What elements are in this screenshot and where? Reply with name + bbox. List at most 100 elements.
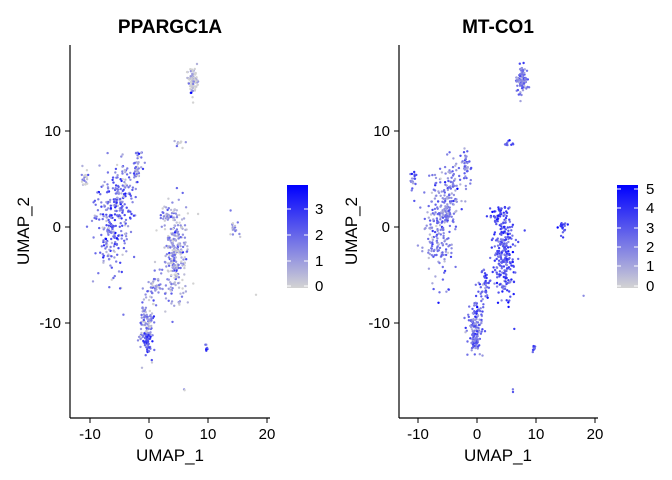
data-point [167,207,170,210]
data-point [254,293,258,296]
data-point [477,323,481,327]
data-point [143,316,146,319]
data-point [560,222,563,225]
data-point [522,61,525,65]
data-point [96,209,100,212]
data-point [511,234,514,237]
data-point [448,206,451,209]
data-point [183,224,187,227]
data-point [148,337,152,340]
data-point [525,69,529,73]
data-point [435,240,439,243]
data-point [486,296,489,299]
data-point [135,172,138,176]
data-point [475,330,479,333]
data-point [448,215,451,218]
data-point [483,276,487,279]
data-point [238,232,241,236]
data-point [507,305,510,309]
data-point [433,254,436,257]
data-point [500,207,503,210]
data-point [126,225,130,228]
data-point [479,292,482,295]
data-point [436,219,439,222]
data-point [105,216,109,219]
data-point [107,226,110,230]
data-point [105,191,109,194]
data-point [141,334,145,337]
data-point [174,260,178,263]
data-point [428,219,432,222]
y-ticks: 10 0 -10 [368,123,399,332]
data-point [137,335,141,339]
data-point [122,195,126,198]
data-point [510,264,513,267]
data-point [508,261,511,264]
data-point [98,226,101,230]
data-point [563,224,566,228]
data-point [563,229,566,232]
data-point [152,280,155,283]
data-point [119,197,122,201]
data-point [95,215,98,218]
data-point [91,280,95,283]
data-point [170,262,173,265]
data-point [444,250,448,253]
data-point [104,247,107,250]
data-point [134,152,138,155]
data-point [178,243,182,246]
data-point [473,340,476,343]
data-point [116,214,119,217]
x-tick-label: 0 [473,426,481,443]
data-point [508,232,512,235]
data-point [204,343,207,346]
data-point [105,240,108,243]
data-point [110,224,113,227]
data-point [175,228,179,231]
data-point [498,275,501,278]
data-point [480,295,483,298]
data-point [496,217,500,220]
data-point [179,266,182,270]
data-point [437,232,440,235]
data-point [441,278,445,281]
data-point [511,388,515,391]
data-point [455,198,458,201]
data-point [489,256,492,260]
data-point [151,334,154,337]
data-point [476,347,479,350]
data-point [121,224,124,227]
data-point [505,273,508,276]
data-point [167,262,170,265]
data-point [465,155,468,158]
data-point [192,282,195,285]
data-point [480,330,483,333]
data-point [184,290,188,293]
data-point [177,198,180,201]
data-point [516,88,520,92]
data-point [171,320,174,324]
data-point [108,221,112,224]
data-point [485,215,489,218]
data-point [459,154,462,157]
data-point [499,238,503,241]
data-point [448,196,451,199]
data-point [507,235,510,239]
data-point [120,234,124,237]
legend-label: 3 [315,201,323,218]
data-point [493,245,496,248]
data-point [137,155,140,158]
data-point [495,281,499,285]
data-point [438,167,442,170]
data-point [423,191,426,194]
data-point [180,218,184,221]
data-point [130,197,133,200]
y-tick-label: 10 [44,123,61,140]
data-point [504,236,507,239]
data-point [109,264,112,267]
data-point [477,338,480,341]
data-point [183,264,186,267]
data-point [150,316,153,319]
data-point [104,208,108,212]
data-point [112,245,116,248]
